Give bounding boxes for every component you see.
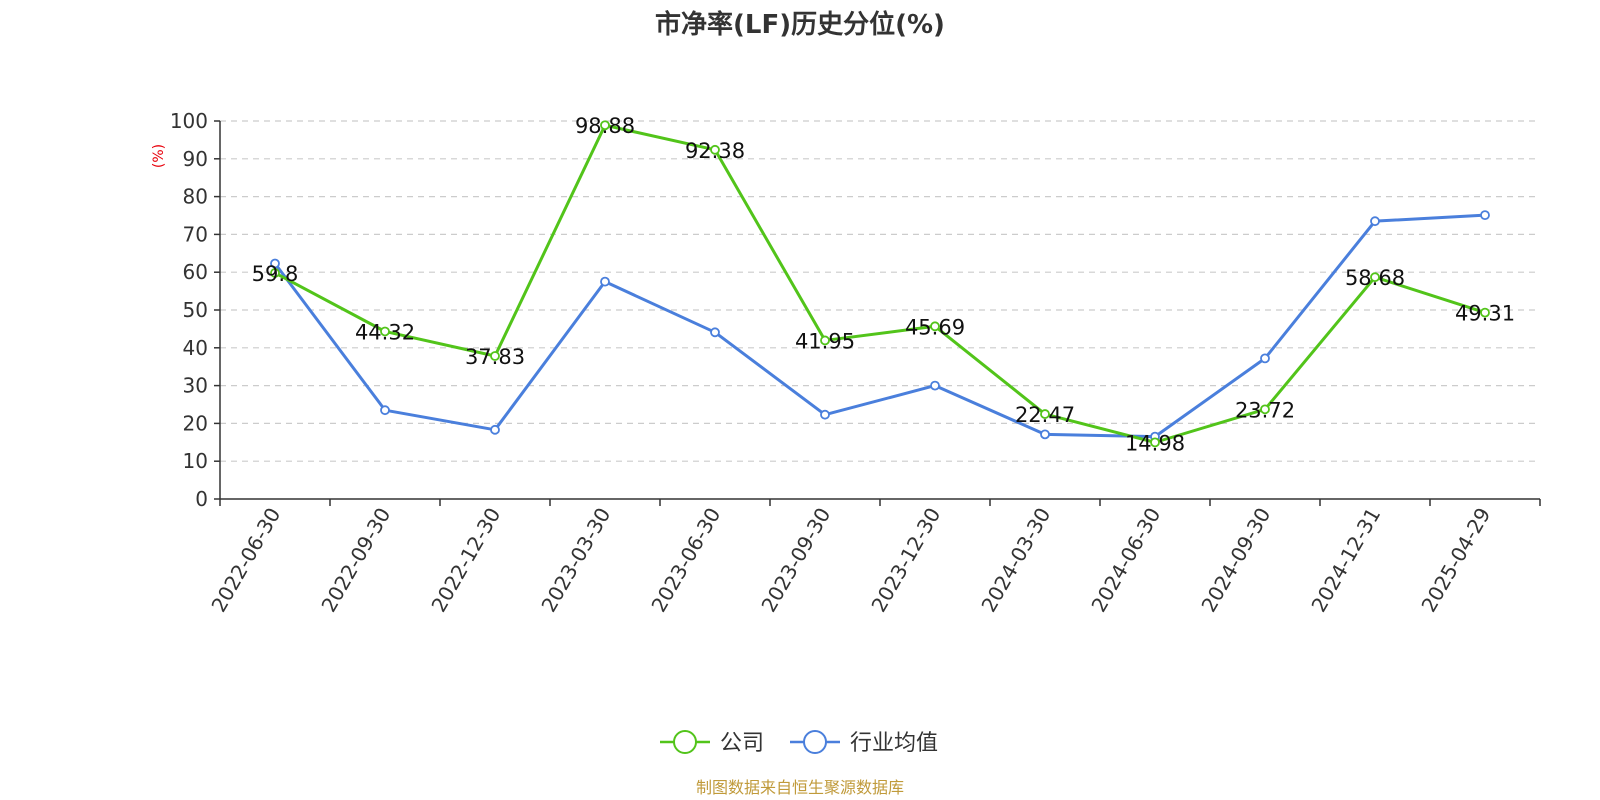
data-label: 23.72	[1235, 398, 1295, 422]
data-point[interactable]	[270, 268, 280, 278]
x-tick-label: 2023-12-30	[866, 504, 945, 617]
data-label: 22.47	[1015, 403, 1075, 427]
data-label: 37.83	[465, 345, 525, 369]
source-footer: 制图数据来自恒生聚源数据库	[696, 778, 904, 797]
data-point[interactable]	[820, 409, 830, 420]
series-group: 59.8 44.32 37.83 98.88 92.38 41.95 45.69 22.47 1…	[252, 114, 1515, 455]
x-tick-label: 2024-09-30	[1196, 504, 1275, 617]
x-tick-label: 2022-12-30	[426, 504, 505, 617]
x-tick-label: 2023-06-30	[646, 504, 725, 617]
chart-title: 市净率(LF)历史分位(%)	[655, 9, 945, 40]
y-tick-label: 10	[183, 449, 208, 473]
data-label: 14.98	[1125, 431, 1185, 455]
data-point[interactable]	[380, 405, 390, 416]
y-tick-label: 40	[183, 336, 208, 360]
x-tick-label: 2024-03-30	[976, 504, 1055, 617]
data-label: 45.69	[905, 315, 965, 339]
data-label: 41.95	[795, 329, 855, 353]
data-point[interactable]	[270, 258, 280, 269]
grid-lines	[220, 120, 1540, 462]
data-label: 58.68	[1345, 266, 1405, 290]
data-label: 92.38	[685, 139, 745, 163]
data-point[interactable]	[1480, 210, 1490, 221]
x-tick-label: 2023-09-30	[756, 504, 835, 617]
data-point[interactable]	[710, 327, 720, 338]
y-tick-label: 30	[183, 374, 208, 398]
data-point[interactable]	[380, 326, 390, 337]
y-tick-labels: 0 10 20 30 40 50 60 70 80 90 100	[170, 109, 208, 511]
x-tick-label: 2023-03-30	[536, 504, 615, 617]
legend-label[interactable]: 行业均值	[850, 731, 938, 756]
data-label: 59.8	[252, 262, 299, 286]
series-line-0	[274, 123, 1486, 444]
data-point[interactable]	[1040, 429, 1050, 440]
y-tick-label: 50	[183, 298, 208, 322]
y-tick-label: 80	[183, 185, 208, 209]
data-point[interactable]	[1480, 307, 1490, 318]
data-point[interactable]	[1370, 216, 1380, 227]
data-point[interactable]	[1370, 272, 1380, 283]
series-line-1	[273, 213, 1486, 439]
data-label: 44.32	[355, 320, 415, 344]
data-point[interactable]	[820, 335, 830, 346]
data-point[interactable]	[490, 351, 500, 361]
data-point[interactable]	[600, 276, 610, 287]
axes	[214, 120, 1541, 506]
y-axis-label: (%)	[151, 144, 167, 168]
data-label: 49.31	[1455, 302, 1515, 326]
data-point[interactable]	[1150, 437, 1160, 448]
legend-marker	[673, 730, 697, 754]
x-tick-label: 2022-09-30	[316, 504, 395, 617]
x-tick-label: 2022-06-30	[206, 504, 285, 617]
x-tick-label: 2024-12-31	[1306, 504, 1385, 617]
data-point[interactable]	[1260, 353, 1270, 364]
data-label: 98.88	[575, 114, 635, 138]
data-point[interactable]	[1260, 404, 1270, 415]
legend-label[interactable]: 公司	[720, 731, 764, 756]
data-point[interactable]	[710, 144, 720, 155]
y-tick-label: 100	[170, 109, 208, 133]
data-point[interactable]	[490, 424, 500, 435]
legend[interactable]: 公司 行业均值	[660, 730, 938, 756]
data-point[interactable]	[930, 380, 940, 391]
y-tick-label: 20	[183, 411, 208, 435]
y-tick-label: 0	[195, 487, 208, 511]
data-point[interactable]	[930, 321, 940, 332]
data-point[interactable]	[600, 120, 610, 131]
x-tick-labels: 2022-06-30 2022-09-30 2022-12-30 2023-03-30…	[206, 504, 1495, 617]
y-tick-label: 90	[183, 147, 208, 171]
x-tick-label: 2024-06-30	[1086, 504, 1165, 617]
data-point[interactable]	[1040, 409, 1050, 419]
y-tick-label: 70	[183, 222, 208, 246]
x-tick-label: 2025-04-29	[1416, 504, 1495, 617]
legend-marker	[803, 730, 827, 754]
y-tick-label: 60	[183, 260, 208, 284]
